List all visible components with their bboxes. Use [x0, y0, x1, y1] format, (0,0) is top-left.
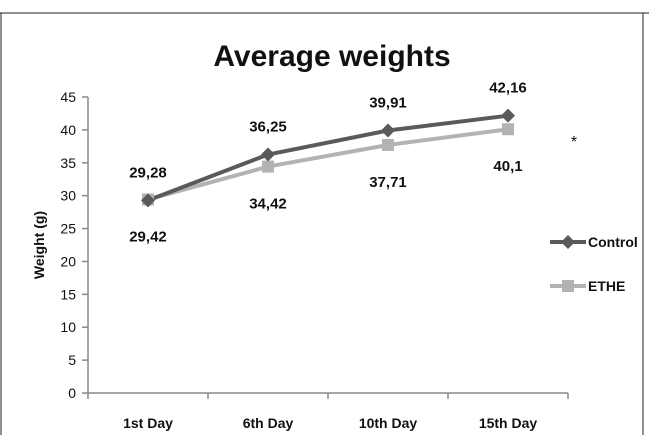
- data-label-ethe: 37,71: [369, 174, 407, 191]
- y-tick-label: 40: [60, 122, 76, 138]
- marker-ethe: [262, 160, 274, 173]
- legend-label-ethe: ETHE: [588, 278, 625, 294]
- data-label-control: 29,28: [129, 164, 167, 181]
- data-label-ethe: 34,42: [249, 196, 287, 213]
- y-tick-label: 30: [60, 188, 76, 204]
- y-tick-label: 5: [68, 352, 76, 368]
- series-markers: [141, 108, 515, 208]
- marker-control: [501, 108, 515, 123]
- data-label-control: 39,91: [369, 94, 407, 111]
- marker-control: [261, 147, 275, 162]
- data-label-control: 42,16: [489, 80, 527, 97]
- y-tick-label: 0: [68, 385, 76, 401]
- annotation-asterisk: *: [571, 134, 577, 151]
- y-tick-label: 15: [60, 286, 76, 302]
- data-label-ethe: 29,42: [129, 228, 167, 245]
- y-tick-label: 10: [60, 319, 76, 335]
- marker-ethe: [502, 123, 514, 136]
- y-axis-label: Weight (g): [31, 211, 47, 279]
- x-tick-label: 10th Day: [359, 415, 418, 431]
- data-labels: 29,28 36,25 39,91 42,16 29,42 34,42 37,71 40,1: [129, 80, 527, 246]
- y-ticks: 0 5 10 15 20 25 30 35 40 45: [60, 89, 88, 401]
- x-tick-label: 1st Day: [123, 415, 173, 431]
- chart-title: Average weights: [213, 40, 450, 73]
- marker-ethe: [382, 138, 394, 151]
- series-lines: [147, 113, 509, 203]
- marker-control: [141, 193, 155, 208]
- series-line-ethe: [147, 127, 509, 202]
- series-line-control: [147, 113, 509, 203]
- x-tick-label: 15th Day: [479, 415, 538, 431]
- legend-marker-control: [561, 235, 575, 249]
- y-tick-label: 35: [60, 155, 76, 171]
- x-tick-label: 6th Day: [243, 415, 294, 431]
- legend: Control ETHE: [550, 234, 638, 294]
- y-tick-label: 20: [60, 253, 76, 269]
- legend-label-control: Control: [588, 234, 638, 250]
- marker-control: [381, 123, 395, 138]
- data-label-ethe: 40,1: [493, 158, 522, 175]
- y-tick-label: 25: [60, 221, 76, 237]
- data-label-control: 36,25: [249, 119, 287, 136]
- x-ticks: 1st Day 6th Day 10th Day 15th Day: [87, 393, 569, 431]
- y-tick-label: 45: [60, 89, 76, 105]
- legend-marker-ethe: [562, 280, 574, 292]
